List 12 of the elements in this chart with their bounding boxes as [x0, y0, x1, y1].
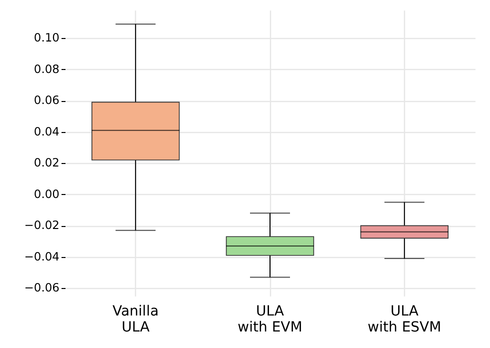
y-tick-label: 0.06 [34, 93, 60, 108]
y-tick-label: 0.04 [34, 124, 60, 138]
x-tick-label: ULA with EVM [238, 304, 302, 336]
y-tick-label: −0.04 [24, 249, 60, 264]
y-tick-label: 0.08 [34, 62, 60, 76]
x-tick-label: ULA with ESVM [368, 304, 442, 336]
y-tick-label: −0.06 [24, 280, 60, 295]
x-tick-label: Vanilla ULA [112, 304, 159, 336]
y-tick-label: 0.10 [34, 30, 60, 45]
y-tick-label: 0.02 [34, 156, 60, 170]
y-tick-label: −0.02 [24, 218, 60, 232]
y-tick-label: 0.00 [34, 186, 60, 201]
